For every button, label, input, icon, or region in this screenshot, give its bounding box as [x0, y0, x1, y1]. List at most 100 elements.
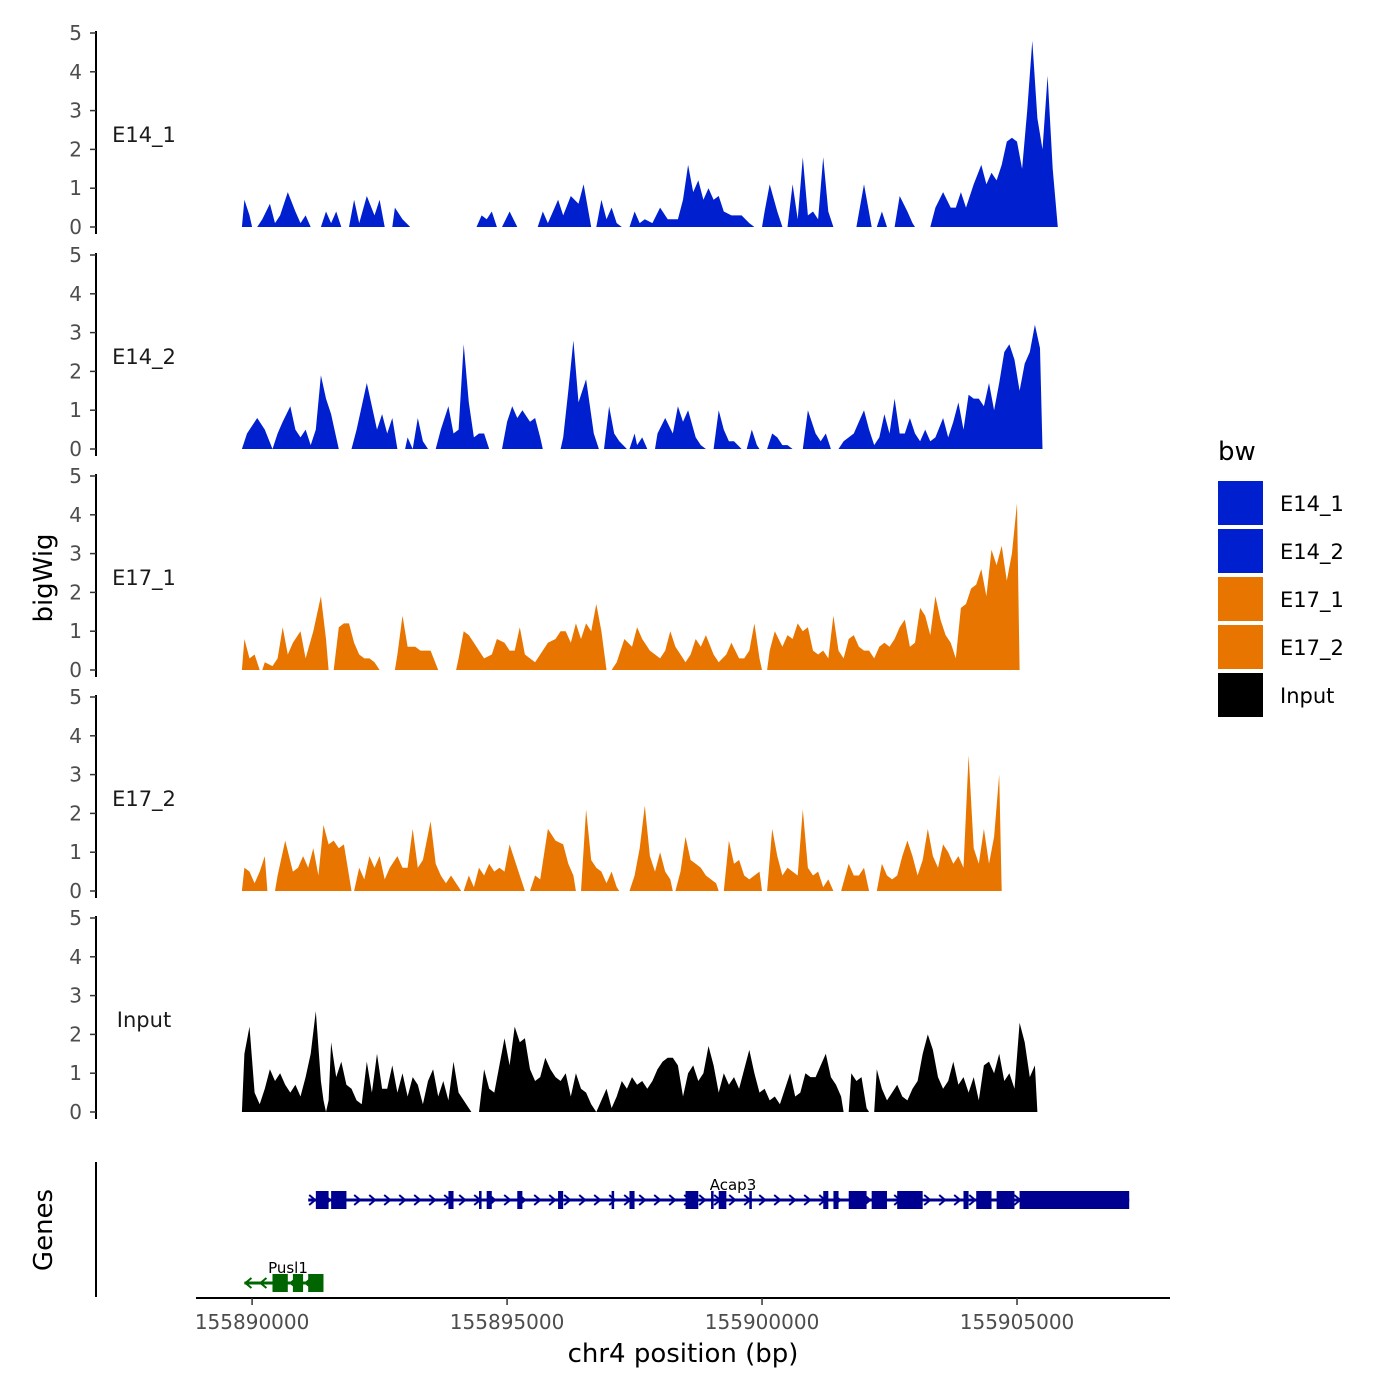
gene-exon — [848, 1191, 867, 1209]
x-tick-label: 155895000 — [450, 1310, 565, 1334]
y-tick-label: 4 — [69, 945, 82, 969]
gene-exon — [315, 1191, 329, 1209]
y-tick-label: 1 — [69, 619, 82, 643]
strand-chevron — [638, 1194, 647, 1206]
strand-chevron — [803, 1194, 812, 1206]
x-tick-label: 155905000 — [960, 1310, 1075, 1334]
strand-chevron — [563, 1194, 572, 1206]
strand-chevron — [788, 1194, 797, 1206]
gene-exon — [448, 1191, 454, 1209]
strand-chevron — [653, 1194, 662, 1206]
strand-chevron — [773, 1194, 782, 1206]
y-tick-label: 1 — [69, 840, 82, 864]
legend-swatch — [1218, 529, 1263, 573]
signal-area-e14_2 — [241, 324, 1043, 449]
legend-swatch — [1218, 577, 1263, 621]
x-axis-title: chr4 position (bp) — [568, 1339, 799, 1369]
legend-swatch — [1218, 673, 1263, 717]
y-tick-label: 5 — [69, 21, 82, 45]
track-input: 0 1 2 3 4 5 Input — [69, 906, 1038, 1124]
y-tick-label: 0 — [69, 1100, 82, 1124]
track-name-label: E17_1 — [112, 566, 176, 591]
y-tick-label: 2 — [69, 801, 82, 825]
gene-exon — [833, 1191, 839, 1209]
legend-label: E14_1 — [1280, 492, 1344, 517]
strand-chevron — [608, 1194, 617, 1206]
track-e14_1: 0 1 2 3 4 5 E14_1 — [69, 21, 1058, 239]
y-tick-label: 0 — [69, 879, 82, 903]
signal-area-e17_1 — [241, 503, 1020, 670]
gene-exon — [292, 1274, 304, 1292]
strand-chevron — [533, 1194, 542, 1206]
gene-pusl1: Pusl1 — [243, 1259, 324, 1292]
y-tick-label: 2 — [69, 137, 82, 161]
strand-chevron — [398, 1194, 407, 1206]
y-tick-label: 4 — [69, 724, 82, 748]
strand-chevron — [923, 1194, 932, 1206]
bigwig-tracks: 0 1 2 3 4 5 E14_1 0 1 2 3 4 5 E14_2 0 1 2 3 4 5 E17_1 0 1 2 3 4 5 E… — [69, 21, 1058, 1124]
y-tick-label: 2 — [69, 580, 82, 604]
gene-exon — [629, 1191, 635, 1209]
gene-exon — [718, 1191, 727, 1209]
track-e14_2: 0 1 2 3 4 5 E14_2 — [69, 243, 1043, 461]
y-tick-label: 0 — [69, 658, 82, 682]
track-name-label: Input — [117, 1008, 171, 1032]
y-tick-label: 2 — [69, 359, 82, 383]
legend-label: Input — [1280, 684, 1334, 708]
strand-chevron — [428, 1194, 437, 1206]
strand-chevron — [953, 1194, 962, 1206]
track-name-label: E14_2 — [112, 345, 176, 370]
y-tick-label: 4 — [69, 60, 82, 84]
gene-exon — [711, 1191, 714, 1209]
legend-swatch — [1218, 481, 1263, 525]
x-axis: 155890000 155895000 155900000 155905000 — [195, 1297, 1170, 1334]
y-tick-label: 3 — [69, 542, 82, 566]
gene-exon — [517, 1191, 523, 1209]
gene-exon — [963, 1191, 969, 1209]
gene-name-label: Acap3 — [710, 1176, 757, 1194]
legend-label: E14_2 — [1280, 540, 1344, 565]
gene-exon — [897, 1191, 923, 1209]
legend-entry-e14_1: E14_1 — [1218, 481, 1344, 525]
legend-entry-e14_2: E14_2 — [1218, 529, 1344, 573]
strand-chevron — [258, 1277, 268, 1289]
y-tick-label: 5 — [69, 464, 82, 488]
y-tick-label: 4 — [69, 503, 82, 527]
y-tick-label: 3 — [69, 99, 82, 123]
gene-exon — [331, 1191, 347, 1209]
gene-exon — [749, 1191, 752, 1209]
signal-area-e17_2 — [241, 755, 1002, 891]
gene-name-label: Pusl1 — [268, 1259, 308, 1277]
gene-exon — [823, 1191, 829, 1209]
y-tick-label: 5 — [69, 243, 82, 267]
legend-swatch — [1218, 625, 1263, 669]
x-tick-label: 155900000 — [705, 1310, 820, 1334]
gene-exon — [308, 1274, 324, 1292]
legend-entry-e17_2: E17_2 — [1218, 625, 1344, 669]
gene-exon — [871, 1191, 887, 1209]
strand-chevron — [503, 1194, 512, 1206]
gene-exon — [479, 1191, 482, 1209]
y-tick-label: 5 — [69, 685, 82, 709]
legend: bw E14_1 E14_2 E17_1 E17_2 Input — [1218, 437, 1344, 717]
strand-chevron — [698, 1194, 707, 1206]
strand-chevron — [548, 1194, 557, 1206]
strand-chevron — [668, 1194, 677, 1206]
legend-title: bw — [1218, 437, 1256, 467]
y-tick-label: 3 — [69, 763, 82, 787]
y-tick-label: 2 — [69, 1022, 82, 1046]
track-e17_1: 0 1 2 3 4 5 E17_1 — [69, 464, 1020, 682]
strand-chevron — [413, 1194, 422, 1206]
gene-exon — [558, 1191, 564, 1209]
legend-label: E17_1 — [1280, 588, 1344, 613]
y-tick-label: 3 — [69, 321, 82, 345]
strand-chevron — [578, 1194, 587, 1206]
signal-area-e14_1 — [241, 40, 1058, 227]
gene-exon — [272, 1274, 288, 1292]
gene-exon — [611, 1191, 615, 1209]
y-tick-label: 0 — [69, 215, 82, 239]
strand-chevron — [458, 1194, 467, 1206]
y-tick-label: 1 — [69, 398, 82, 422]
gene-exon — [996, 1191, 1015, 1209]
strand-chevron — [758, 1194, 767, 1206]
